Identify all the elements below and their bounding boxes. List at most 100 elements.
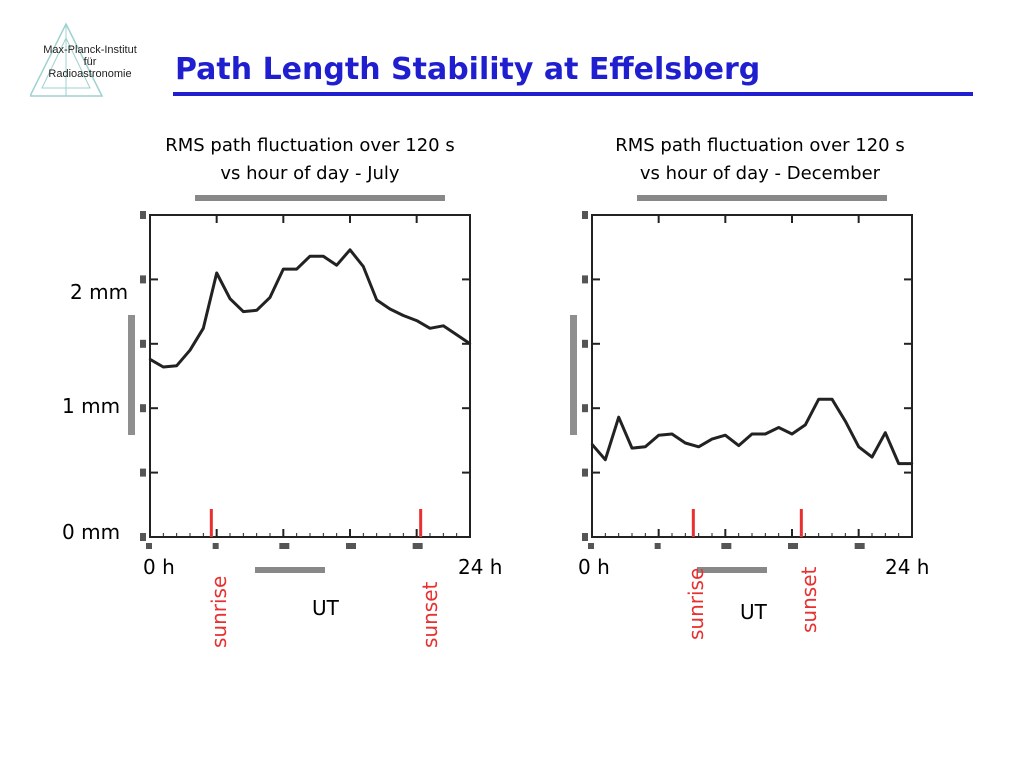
- dec-data-point-22: [884, 431, 887, 434]
- july-data-point-20: [415, 319, 418, 322]
- dec-x-tick-glyph: [721, 543, 732, 549]
- july-plot-frame: [149, 214, 471, 538]
- july-data-point-0: [148, 358, 152, 361]
- dec-y-tick-glyph: [582, 339, 588, 348]
- dec-x-tick-glyph: [788, 543, 798, 549]
- july-data-point-5: [215, 271, 218, 275]
- december-x-start-label: 0 h: [578, 555, 610, 579]
- dec-y-tick-glyph: [582, 211, 588, 219]
- december-sun-markers: [691, 509, 803, 537]
- july-data-point-13: [322, 255, 325, 258]
- y-label-0mm: 0 mm: [62, 520, 121, 544]
- dec-data-point-0: [590, 443, 594, 446]
- july-axis-ticks: [140, 211, 470, 549]
- dec-data-point-3: [630, 446, 634, 450]
- july-caption-line-2: vs hour of day - July: [220, 163, 400, 184]
- july-data-point-17: [375, 298, 378, 302]
- july-data-point-23: [455, 333, 458, 336]
- mpifr-logo: Max-Planck-Institut für Radioastronomie: [30, 22, 150, 102]
- july-x-end-label: 24 h: [458, 555, 503, 579]
- dec-x-tick-glyph: [854, 543, 865, 549]
- july-data-point-8: [255, 309, 258, 312]
- title-underline: [173, 92, 973, 96]
- july-scan-ylabel-smudge: [128, 315, 135, 435]
- dec-data-point-4: [644, 445, 647, 449]
- july-x-start-label: 0 h: [143, 555, 175, 579]
- dec-data-point-12: [750, 432, 754, 436]
- triangle-logo-icon: [30, 22, 104, 97]
- july-chart: [128, 195, 472, 573]
- july-y-tick-glyph: [140, 211, 146, 219]
- july-data-point-11: [295, 267, 298, 271]
- dec-scan-xlabel-smudge: [697, 567, 767, 573]
- july-scan-title-smudge: [195, 195, 445, 201]
- dec-data-point-20: [857, 445, 860, 449]
- july-data-point-6: [228, 297, 232, 300]
- dec-x-tick-glyph: [588, 543, 594, 549]
- december-caption-line-1: RMS path fluctuation over 120 s: [615, 135, 905, 156]
- dec-data-point-1: [604, 458, 607, 461]
- logo-line-1: Max-Planck-Institut: [43, 44, 137, 56]
- july-data-point-10: [282, 267, 285, 271]
- july-data-point-16: [362, 265, 365, 268]
- y-label-1mm: 1 mm: [62, 394, 121, 418]
- december-x-end-label: 24 h: [885, 555, 930, 579]
- dec-data-point-11: [737, 444, 740, 447]
- july-sun-markers: [209, 509, 423, 537]
- dec-data-point-13: [764, 432, 767, 436]
- july-y-tick-glyph: [140, 468, 146, 477]
- july-x-axis-label: UT: [312, 596, 339, 620]
- dec-y-tick-glyph: [582, 533, 588, 541]
- july-x-tick-glyph: [346, 543, 356, 549]
- dec-data-point-7: [684, 441, 687, 445]
- dec-data-point-15: [790, 432, 794, 436]
- dec-y-tick-glyph: [582, 404, 588, 413]
- july-data-point-14: [335, 264, 338, 267]
- december-scan-decoration: [570, 195, 887, 573]
- december-x-axis-label: UT: [740, 600, 767, 624]
- dec-data-point-21: [870, 455, 874, 459]
- july-data-point-2: [175, 364, 178, 367]
- december-series-line: [590, 397, 912, 466]
- july-data-point-21: [428, 327, 432, 330]
- slide-title: Path Length Stability at Effelsberg: [175, 52, 761, 87]
- july-data-point-9: [268, 296, 272, 299]
- december-chart: [570, 195, 914, 573]
- december-caption: RMS path fluctuation over 120 s vs hour …: [560, 132, 960, 188]
- july-x-tick-glyph: [279, 543, 290, 549]
- july-data-point-19: [402, 314, 405, 317]
- july-data-point-3: [188, 349, 192, 352]
- july-data-point-12: [308, 255, 312, 258]
- dec-scan-ylabel-smudge: [570, 315, 577, 435]
- dec-data-point-6: [670, 432, 674, 436]
- july-data-point-1: [162, 365, 165, 369]
- dec-y-tick-glyph: [582, 275, 588, 284]
- dec-data-point-24: [910, 462, 914, 465]
- july-scan-decoration: [128, 195, 445, 573]
- july-data-point-18: [388, 307, 392, 311]
- july-x-tick-glyph: [146, 543, 152, 549]
- dec-data-point-2: [617, 416, 620, 419]
- july-y-tick-glyph: [140, 533, 146, 541]
- july-caption-line-1: RMS path fluctuation over 120 s: [165, 135, 455, 156]
- dec-data-point-16: [804, 423, 807, 427]
- july-x-tick-glyph: [412, 543, 423, 549]
- dec-data-point-9: [710, 437, 714, 441]
- july-scan-xlabel-smudge: [255, 567, 325, 573]
- july-data-point-22: [442, 324, 445, 327]
- dec-data-point-8: [697, 445, 700, 449]
- december-axis-ticks: [582, 211, 912, 549]
- dec-data-point-18: [830, 397, 834, 401]
- july-y-tick-glyph: [140, 339, 146, 348]
- july-caption: RMS path fluctuation over 120 s vs hour …: [120, 132, 500, 188]
- july-y-tick-glyph: [140, 275, 146, 284]
- dec-y-tick-glyph: [582, 468, 588, 477]
- july-series-line: [149, 248, 471, 369]
- dec-data-point-5: [657, 434, 660, 437]
- december-plot-frame: [591, 214, 913, 538]
- dec-data-point-10: [724, 434, 727, 437]
- july-data-point-4: [202, 327, 205, 330]
- dec-data-point-19: [844, 419, 847, 423]
- july-sunrise-label: sunrise: [207, 575, 231, 648]
- dec-x-tick-glyph: [654, 543, 661, 549]
